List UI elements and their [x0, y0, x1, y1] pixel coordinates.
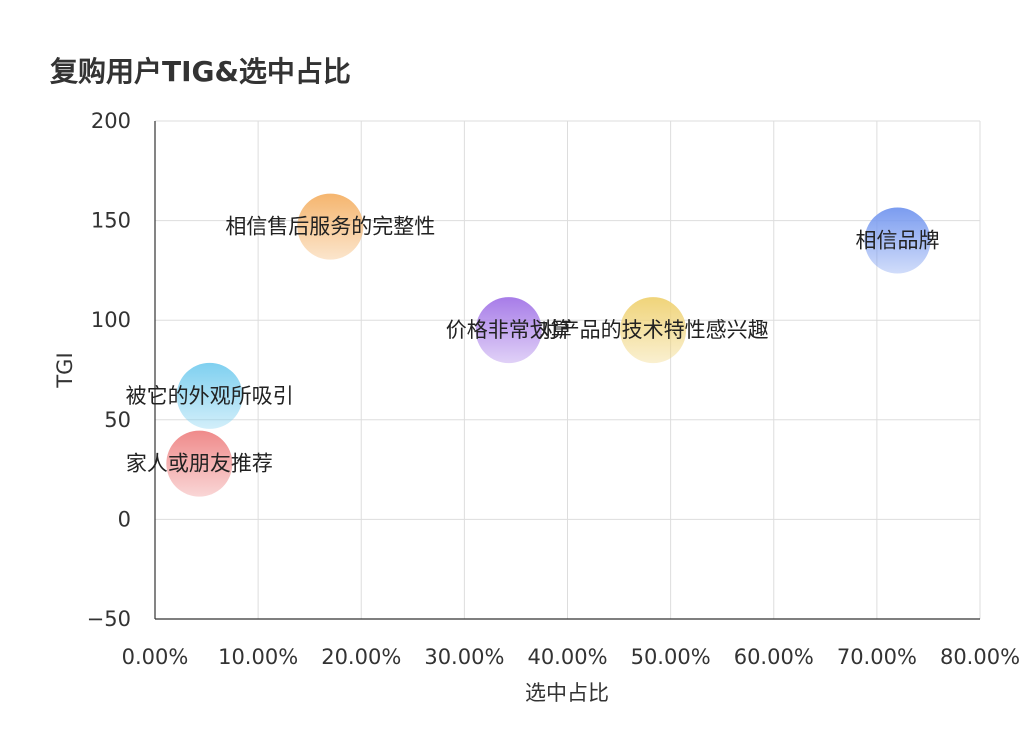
chart-title: 复购用户TIG&选中占比: [50, 55, 351, 88]
bubble-point[interactable]: [176, 362, 243, 429]
x-tick-label: 30.00%: [424, 645, 504, 669]
y-tick-label: 0: [118, 507, 131, 531]
x-tick-label: 80.00%: [940, 645, 1020, 669]
y-tick-label: 200: [91, 109, 131, 133]
bubble-label: 家人或朋友推荐: [126, 452, 273, 476]
bubble-point[interactable]: [620, 297, 687, 364]
y-tick-label: 100: [91, 308, 131, 332]
y-tick-label: 150: [91, 209, 131, 233]
y-tick-label: 50: [104, 408, 131, 432]
bubble-point[interactable]: [475, 297, 542, 364]
x-tick-label: 60.00%: [734, 645, 814, 669]
bubble-point[interactable]: [297, 193, 364, 260]
bubble-label: 相信售后服务的完整性: [225, 215, 435, 239]
x-tick-label: 20.00%: [321, 645, 401, 669]
grid-lines: [154, 120, 981, 620]
x-tick-label: 0.00%: [122, 645, 189, 669]
y-tick-label: −50: [87, 607, 131, 631]
bubble-point[interactable]: [864, 207, 931, 274]
bubble-point[interactable]: [166, 430, 233, 497]
bubbles: [166, 193, 931, 497]
x-tick-label: 50.00%: [631, 645, 711, 669]
bubble-labels: 相信售后服务的完整性相信品牌价格非常划算对产品的技术特性感兴趣被它的外观所吸引家…: [126, 215, 940, 476]
x-tick-label: 70.00%: [837, 645, 917, 669]
bubble-label: 被它的外观所吸引: [126, 384, 294, 408]
bubble-label: 价格非常划算: [446, 318, 572, 342]
y-axis-title: TGI: [53, 352, 77, 388]
axes: 0.00% 10.00% 20.00% 30.00% 40.00% 50.00% 60.00…: [87, 109, 1020, 669]
x-axis-title: 选中占比: [525, 681, 609, 705]
bubble-label: 相信品牌: [856, 229, 940, 253]
x-tick-label: 40.00%: [527, 645, 607, 669]
x-tick-label: 10.00%: [218, 645, 298, 669]
bubble-label: 对产品的技术特性感兴趣: [538, 318, 769, 342]
